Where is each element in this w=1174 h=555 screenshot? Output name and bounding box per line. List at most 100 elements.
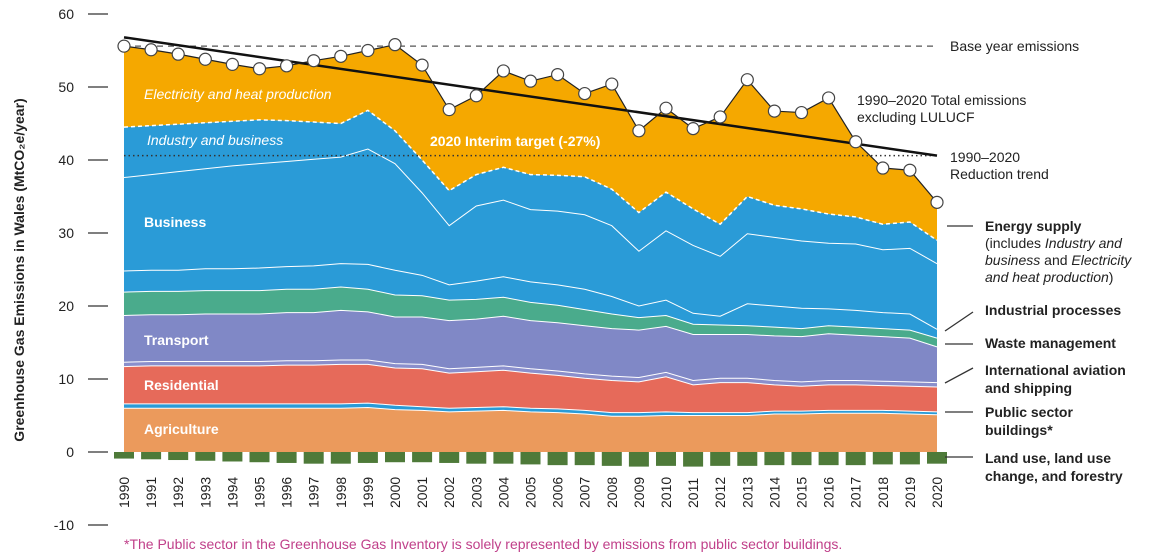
x-tick-label: 2020 bbox=[929, 477, 945, 508]
y-axis-label: Greenhouse Gas Emissions in Wales (MtCO₂… bbox=[11, 98, 27, 441]
bar bbox=[818, 452, 839, 466]
layer-label: Transport bbox=[144, 332, 209, 348]
total-marker bbox=[523, 74, 538, 88]
x-tick-label: 2018 bbox=[875, 477, 891, 508]
total-marker bbox=[144, 43, 158, 57]
x-tick-label: 2014 bbox=[766, 477, 782, 508]
bar bbox=[249, 452, 270, 463]
x-tick-label: 1999 bbox=[360, 477, 376, 508]
bar bbox=[628, 452, 649, 467]
total-marker bbox=[252, 62, 267, 76]
bar bbox=[276, 452, 297, 463]
legend-note-part: Electricity bbox=[1071, 252, 1132, 268]
bar bbox=[195, 452, 216, 461]
total-label: 1990–2020 Total emissions bbox=[857, 92, 1026, 108]
total-marker bbox=[659, 101, 673, 115]
total-marker bbox=[388, 38, 402, 52]
y-tick-label: 0 bbox=[66, 444, 74, 460]
total-marker bbox=[713, 110, 727, 124]
x-tick-label: 1995 bbox=[252, 477, 268, 508]
total-marker bbox=[442, 103, 456, 117]
bar bbox=[357, 452, 378, 463]
x-tick-label: 2015 bbox=[794, 477, 810, 508]
bar bbox=[439, 452, 460, 463]
y-tick-label: 10 bbox=[58, 371, 74, 387]
bar bbox=[385, 452, 405, 463]
total-marker bbox=[903, 163, 917, 177]
x-tick-label: 2003 bbox=[468, 477, 484, 508]
x-tick-label: 2016 bbox=[821, 477, 837, 508]
bar bbox=[547, 452, 568, 466]
legend-note-part: and bbox=[1040, 252, 1071, 268]
area bbox=[124, 407, 937, 452]
bar bbox=[303, 452, 324, 464]
total-marker bbox=[821, 91, 836, 105]
x-tick-label: 1993 bbox=[197, 477, 213, 508]
area-edge bbox=[123, 109, 938, 241]
total-marker bbox=[767, 104, 782, 118]
bar bbox=[574, 452, 595, 466]
total-marker bbox=[415, 58, 429, 72]
legend-note: and heat production) bbox=[985, 269, 1113, 285]
total-marker bbox=[280, 59, 294, 73]
x-tick-label: 1990 bbox=[116, 477, 132, 508]
trend-label: Reduction trend bbox=[950, 166, 1049, 182]
bar bbox=[791, 452, 812, 466]
legend-label: Waste management bbox=[985, 335, 1116, 351]
legend-label: Industrial processes bbox=[985, 302, 1121, 318]
area bbox=[124, 287, 937, 347]
bar bbox=[222, 452, 243, 462]
area-edge bbox=[123, 263, 938, 330]
bar bbox=[656, 452, 676, 466]
total-marker bbox=[496, 64, 510, 78]
bar bbox=[466, 452, 487, 464]
layer-label: Industry and business bbox=[147, 132, 283, 148]
bar bbox=[737, 452, 758, 466]
x-tick-label: 2019 bbox=[902, 477, 918, 508]
y-tick-label: 20 bbox=[58, 298, 74, 314]
total-marker bbox=[632, 124, 646, 138]
legend-note: business and Electricity bbox=[985, 252, 1132, 268]
trend-line bbox=[123, 36, 938, 157]
target-label: 2020 Interim target (-27%) bbox=[430, 133, 600, 149]
area bbox=[124, 360, 937, 388]
x-tick-label: 1991 bbox=[143, 477, 159, 508]
leader-line bbox=[944, 311, 974, 332]
x-tick-label: 1994 bbox=[224, 477, 240, 508]
total-marker bbox=[876, 161, 890, 175]
y-tick-label: 40 bbox=[58, 152, 74, 168]
area bbox=[124, 149, 937, 330]
footnote: *The Public sector in the Greenhouse Gas… bbox=[124, 536, 842, 552]
total-label: excluding LULUCF bbox=[857, 109, 975, 125]
layer-label: Agriculture bbox=[144, 421, 219, 437]
bar bbox=[520, 452, 541, 465]
x-tick-label: 1992 bbox=[170, 477, 186, 508]
leader-line bbox=[944, 367, 974, 384]
trend-label: 1990–2020 bbox=[950, 149, 1020, 165]
total-marker bbox=[686, 122, 700, 136]
layer-label: Business bbox=[144, 214, 206, 230]
total-marker bbox=[225, 57, 239, 71]
total-marker bbox=[849, 135, 863, 149]
bar bbox=[710, 452, 731, 466]
bar bbox=[845, 452, 866, 466]
legend-note-part: and heat production bbox=[985, 269, 1109, 285]
area-edge bbox=[124, 406, 938, 417]
total-marker bbox=[578, 86, 592, 101]
x-tick-label: 1998 bbox=[333, 477, 349, 508]
x-tick-label: 1996 bbox=[279, 477, 295, 508]
total-marker bbox=[794, 105, 809, 120]
y-tick-label: 50 bbox=[58, 79, 74, 95]
x-tick-label: 2012 bbox=[712, 477, 728, 508]
total-marker bbox=[334, 49, 348, 63]
total-marker bbox=[740, 73, 754, 87]
x-tick-label: 2001 bbox=[414, 477, 430, 508]
legend-label: Public sector buildings* bbox=[985, 404, 1073, 438]
area-edge bbox=[123, 359, 938, 384]
area-edge bbox=[123, 148, 938, 265]
legend-note-part: ) bbox=[1109, 269, 1114, 285]
x-tick-label: 2005 bbox=[523, 477, 539, 508]
layer-label: Electricity and heat production bbox=[144, 86, 332, 102]
total-marker bbox=[171, 47, 185, 61]
